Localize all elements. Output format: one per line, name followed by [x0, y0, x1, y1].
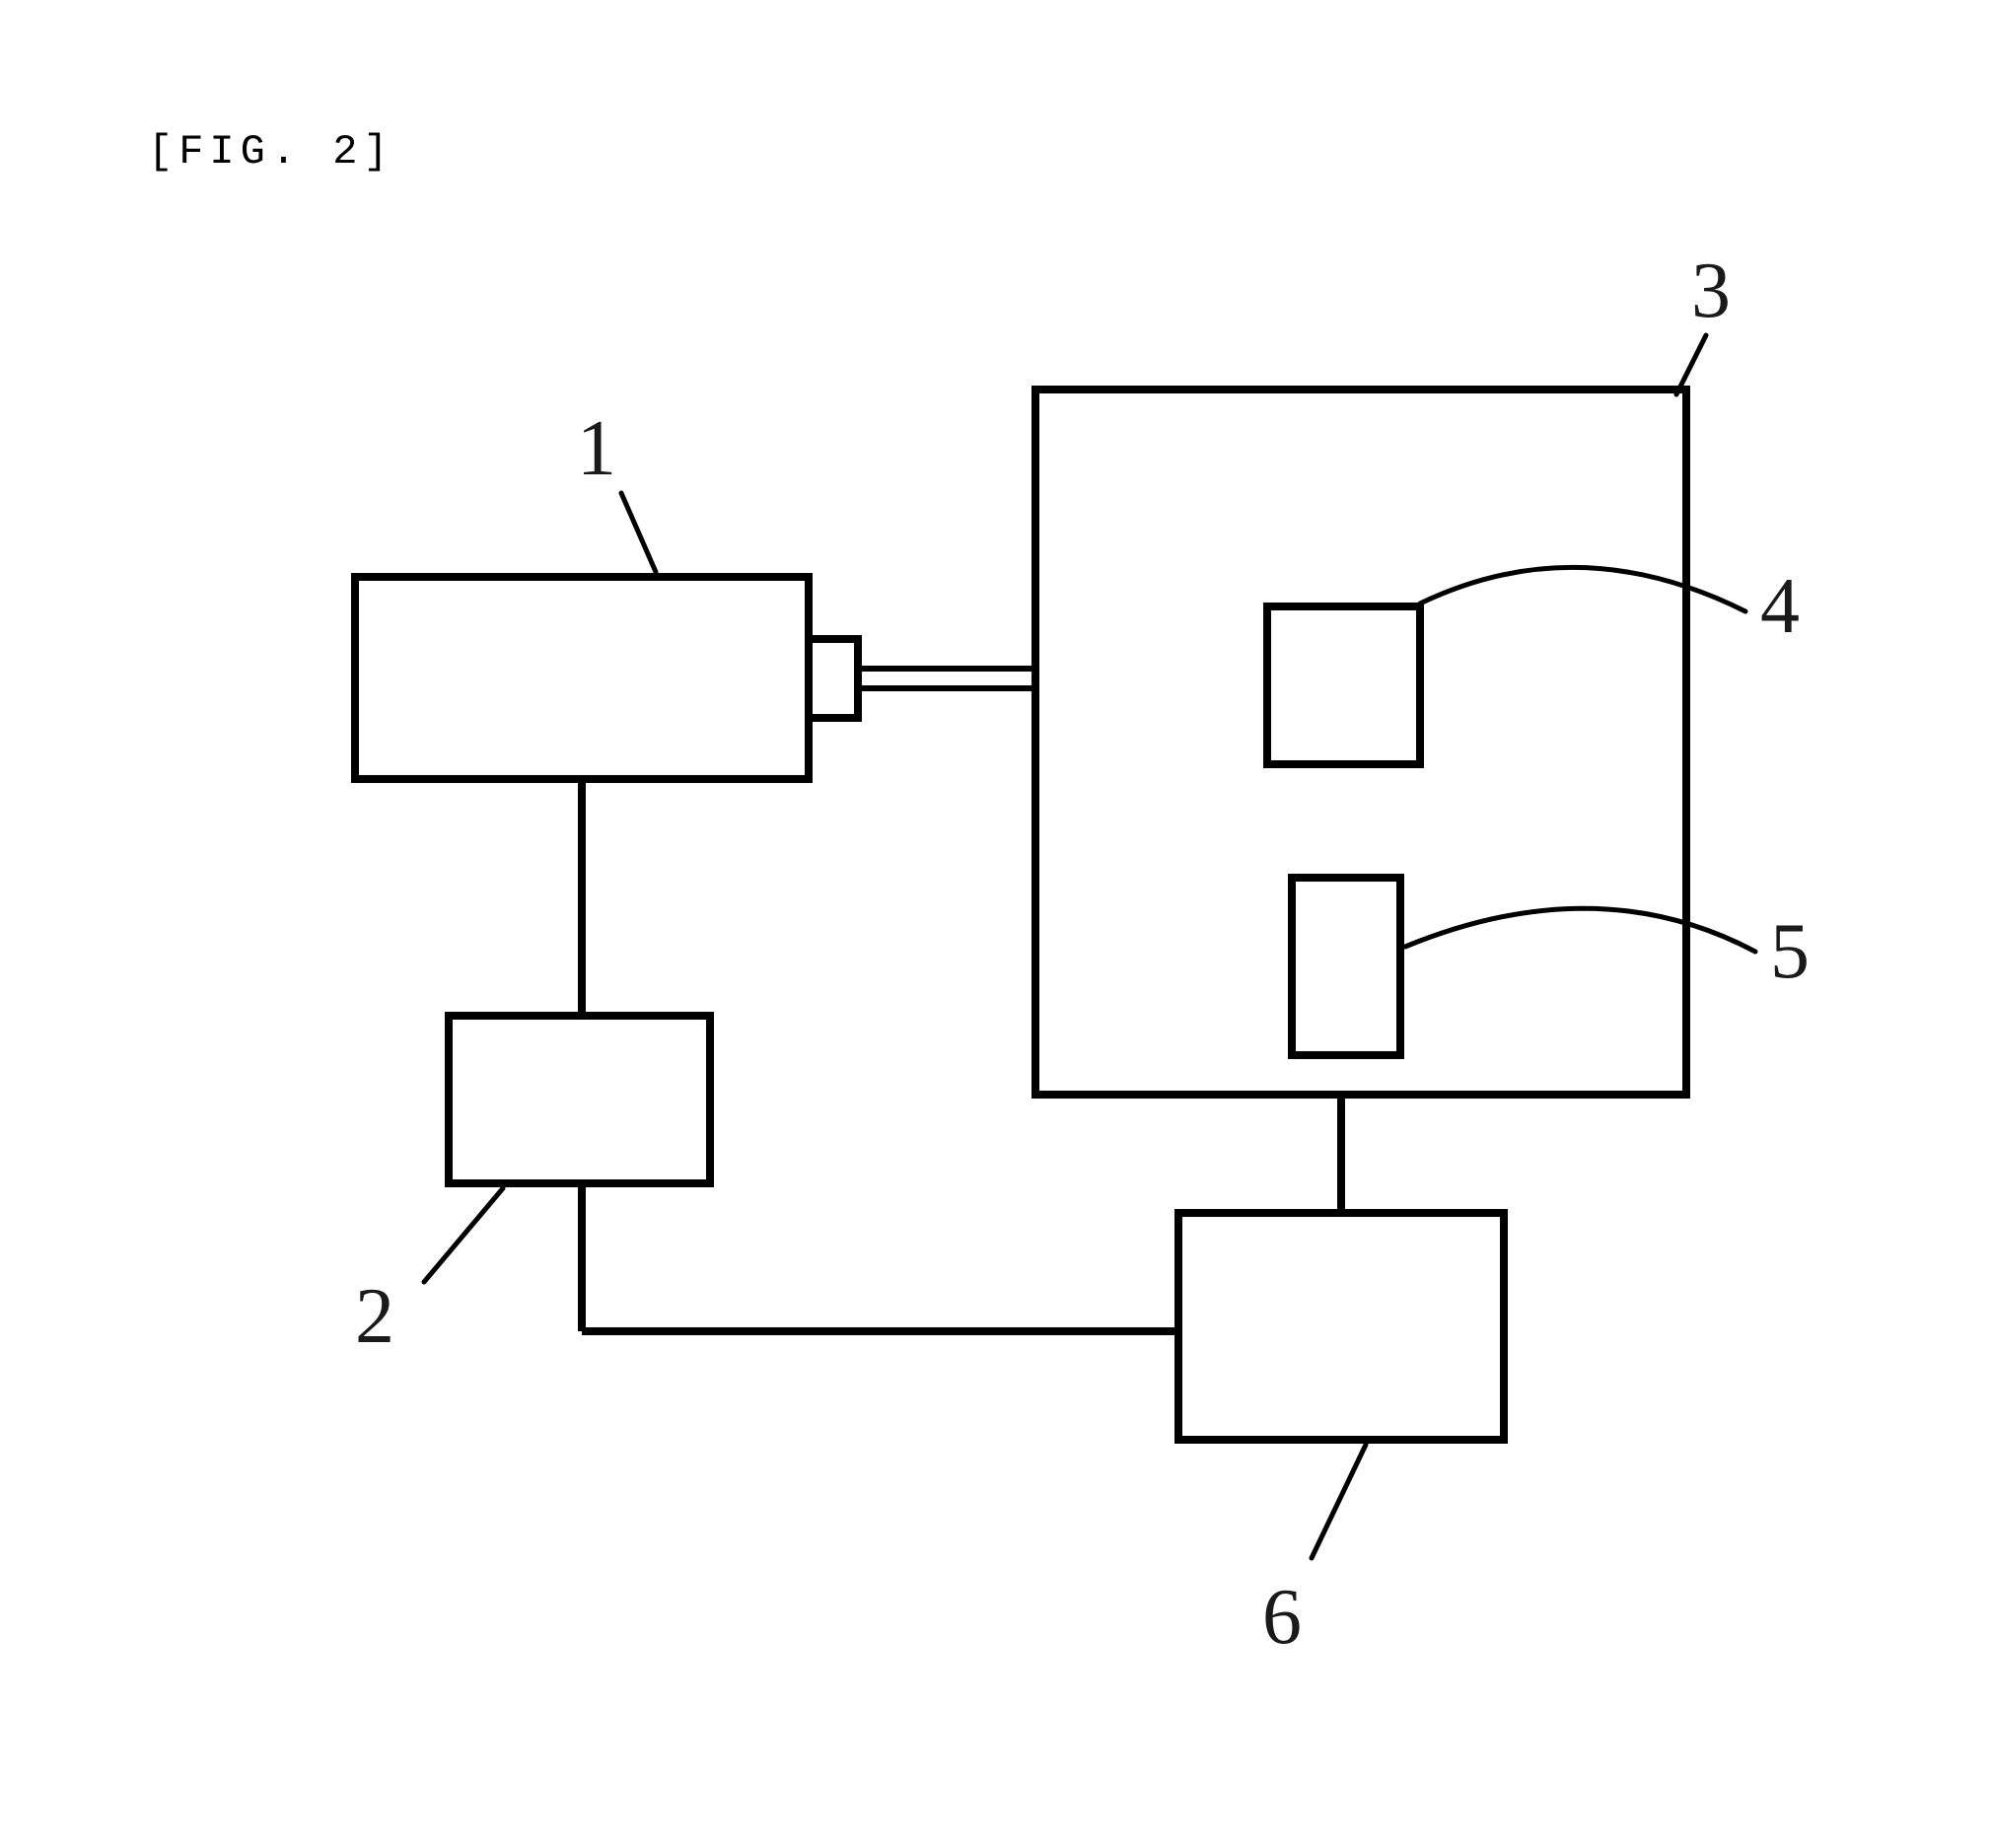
label-box1: 1: [577, 404, 616, 494]
leader-box2: [424, 1188, 503, 1282]
label-box4: 4: [1760, 562, 1800, 652]
node-box5: [1292, 878, 1400, 1055]
node-box2: [449, 1016, 710, 1183]
label-box2: 2: [355, 1272, 394, 1362]
leader-box3: [1676, 335, 1706, 394]
label-box5: 5: [1770, 907, 1810, 997]
label-box6: 6: [1262, 1573, 1302, 1663]
node-box6: [1178, 1213, 1504, 1440]
leader-box6: [1312, 1445, 1366, 1558]
node-box4: [1267, 606, 1420, 764]
node-box1: [355, 577, 809, 779]
node-box1-nose: [809, 639, 858, 718]
diagram-container: [FIG. 2] 123456: [0, 0, 1991, 1848]
leader-box1: [621, 493, 656, 572]
label-box3: 3: [1691, 247, 1731, 336]
